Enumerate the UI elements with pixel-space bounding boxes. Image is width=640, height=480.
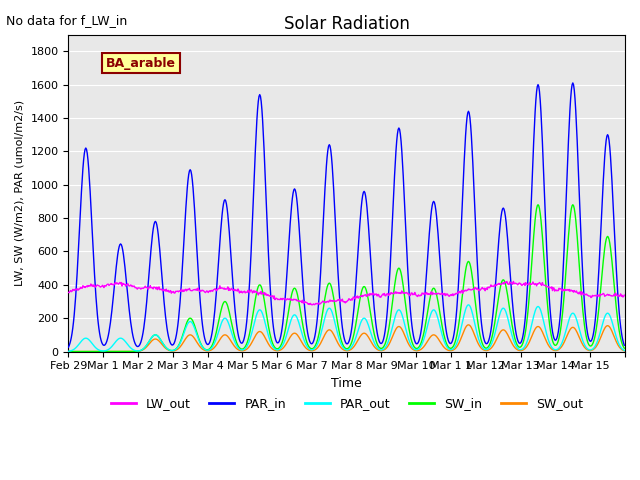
Title: Solar Radiation: Solar Radiation: [284, 15, 410, 33]
Legend: LW_out, PAR_in, PAR_out, SW_in, SW_out: LW_out, PAR_in, PAR_out, SW_in, SW_out: [106, 392, 588, 415]
Y-axis label: LW, SW (W/m2), PAR (umol/m2/s): LW, SW (W/m2), PAR (umol/m2/s): [15, 100, 25, 286]
Text: BA_arable: BA_arable: [106, 57, 176, 70]
Text: No data for f_LW_in: No data for f_LW_in: [6, 14, 127, 27]
X-axis label: Time: Time: [332, 377, 362, 390]
